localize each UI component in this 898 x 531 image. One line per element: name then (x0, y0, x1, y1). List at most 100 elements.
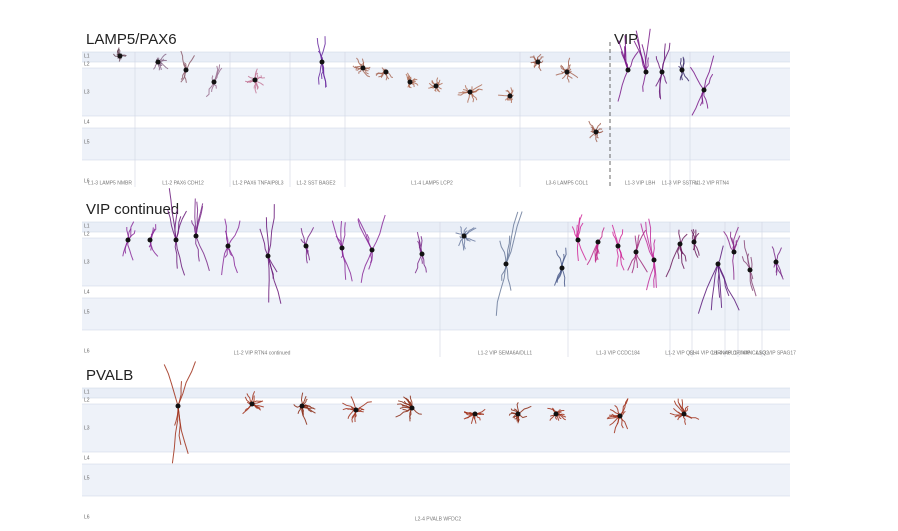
neuron (147, 224, 159, 257)
layer-band (82, 52, 790, 62)
neurite (395, 407, 413, 418)
neuron (113, 47, 127, 62)
soma (211, 79, 217, 85)
neurite (555, 250, 563, 269)
soma (515, 411, 521, 417)
neurite (635, 30, 647, 73)
neurite (673, 400, 685, 415)
neurite (732, 251, 735, 280)
type-label: L1-4 VIP CP MAN (712, 350, 752, 356)
type-label: L1-2 VIP QSH (665, 350, 697, 356)
layer-band (82, 222, 790, 232)
soma (147, 237, 153, 243)
neuron (678, 56, 690, 82)
neuron (455, 226, 477, 251)
neuron (205, 64, 223, 98)
neuron (586, 227, 605, 266)
neurite (566, 57, 571, 73)
neurite (645, 28, 651, 73)
neurite (414, 253, 423, 274)
neuron (640, 218, 657, 291)
layer-label: L4 (84, 289, 90, 295)
neurite (613, 415, 621, 434)
neurite (321, 61, 327, 88)
type-label: L3-6 LAMP5 COL1 (546, 180, 588, 186)
neuron (375, 67, 394, 81)
neurite (267, 255, 270, 303)
neurite (627, 251, 637, 271)
soma (507, 93, 513, 99)
neurite (614, 405, 621, 417)
soma (731, 249, 737, 255)
soma (339, 245, 345, 251)
neurite (729, 231, 735, 253)
neurite (221, 245, 229, 276)
neurite (627, 51, 639, 71)
soma (319, 59, 325, 65)
neurite (180, 69, 187, 83)
soma (193, 233, 199, 239)
neurite (617, 245, 625, 261)
neurite (703, 55, 715, 91)
soma (773, 259, 779, 265)
soma (225, 243, 231, 249)
neuron (723, 226, 741, 280)
neuron (405, 72, 419, 89)
neurite (640, 223, 655, 261)
layer-band (82, 128, 790, 160)
neurite (665, 243, 681, 278)
neurite (195, 201, 199, 237)
soma (535, 59, 541, 65)
neurite (122, 239, 129, 257)
neurite (617, 69, 629, 102)
neurite (305, 245, 308, 264)
layer-band (82, 388, 790, 398)
neurite (227, 220, 241, 247)
type-label: L2-4 PVALB WFDC2 (415, 516, 462, 522)
neurite (213, 64, 221, 83)
soma (593, 129, 599, 135)
soma (625, 67, 631, 73)
soma (503, 261, 509, 267)
layer-label: L5 (84, 139, 90, 145)
neurite (689, 66, 705, 91)
layer-label: L5 (84, 475, 90, 481)
neurite (771, 246, 777, 263)
neurite (463, 413, 476, 420)
neurite (586, 241, 599, 266)
neurite (254, 76, 265, 81)
neurite (620, 51, 629, 71)
soma (252, 77, 258, 83)
panel-title: LAMP5/PAX6 (86, 31, 177, 48)
layer-label: L3 (84, 259, 90, 265)
neuron (122, 221, 136, 261)
neurite (561, 267, 566, 287)
neurite (355, 401, 372, 411)
soma (155, 59, 161, 65)
layer-band (82, 464, 790, 496)
neurite (320, 36, 326, 63)
soma (595, 239, 601, 245)
soma (617, 413, 623, 419)
soma (369, 247, 375, 253)
soma (715, 261, 721, 267)
soma (559, 265, 565, 271)
neurite (619, 415, 624, 429)
neurite (642, 71, 647, 92)
neurite (717, 245, 724, 265)
layer-label: L4 (84, 119, 90, 125)
layer-label: L1 (84, 223, 90, 229)
neurite (371, 214, 386, 251)
type-label: L1-3 VIP SPAG17 (756, 350, 796, 356)
neurite (495, 263, 507, 316)
soma (564, 69, 570, 75)
neurite (775, 247, 782, 263)
neuron (655, 42, 671, 100)
soma (117, 53, 123, 59)
neuron (498, 87, 514, 104)
layer-band (82, 404, 790, 452)
neuron (180, 50, 195, 83)
type-label: L1-2 VIP SEMA6A/DLL1 (478, 350, 533, 356)
neurite (175, 239, 186, 276)
layer-label: L3 (84, 425, 90, 431)
